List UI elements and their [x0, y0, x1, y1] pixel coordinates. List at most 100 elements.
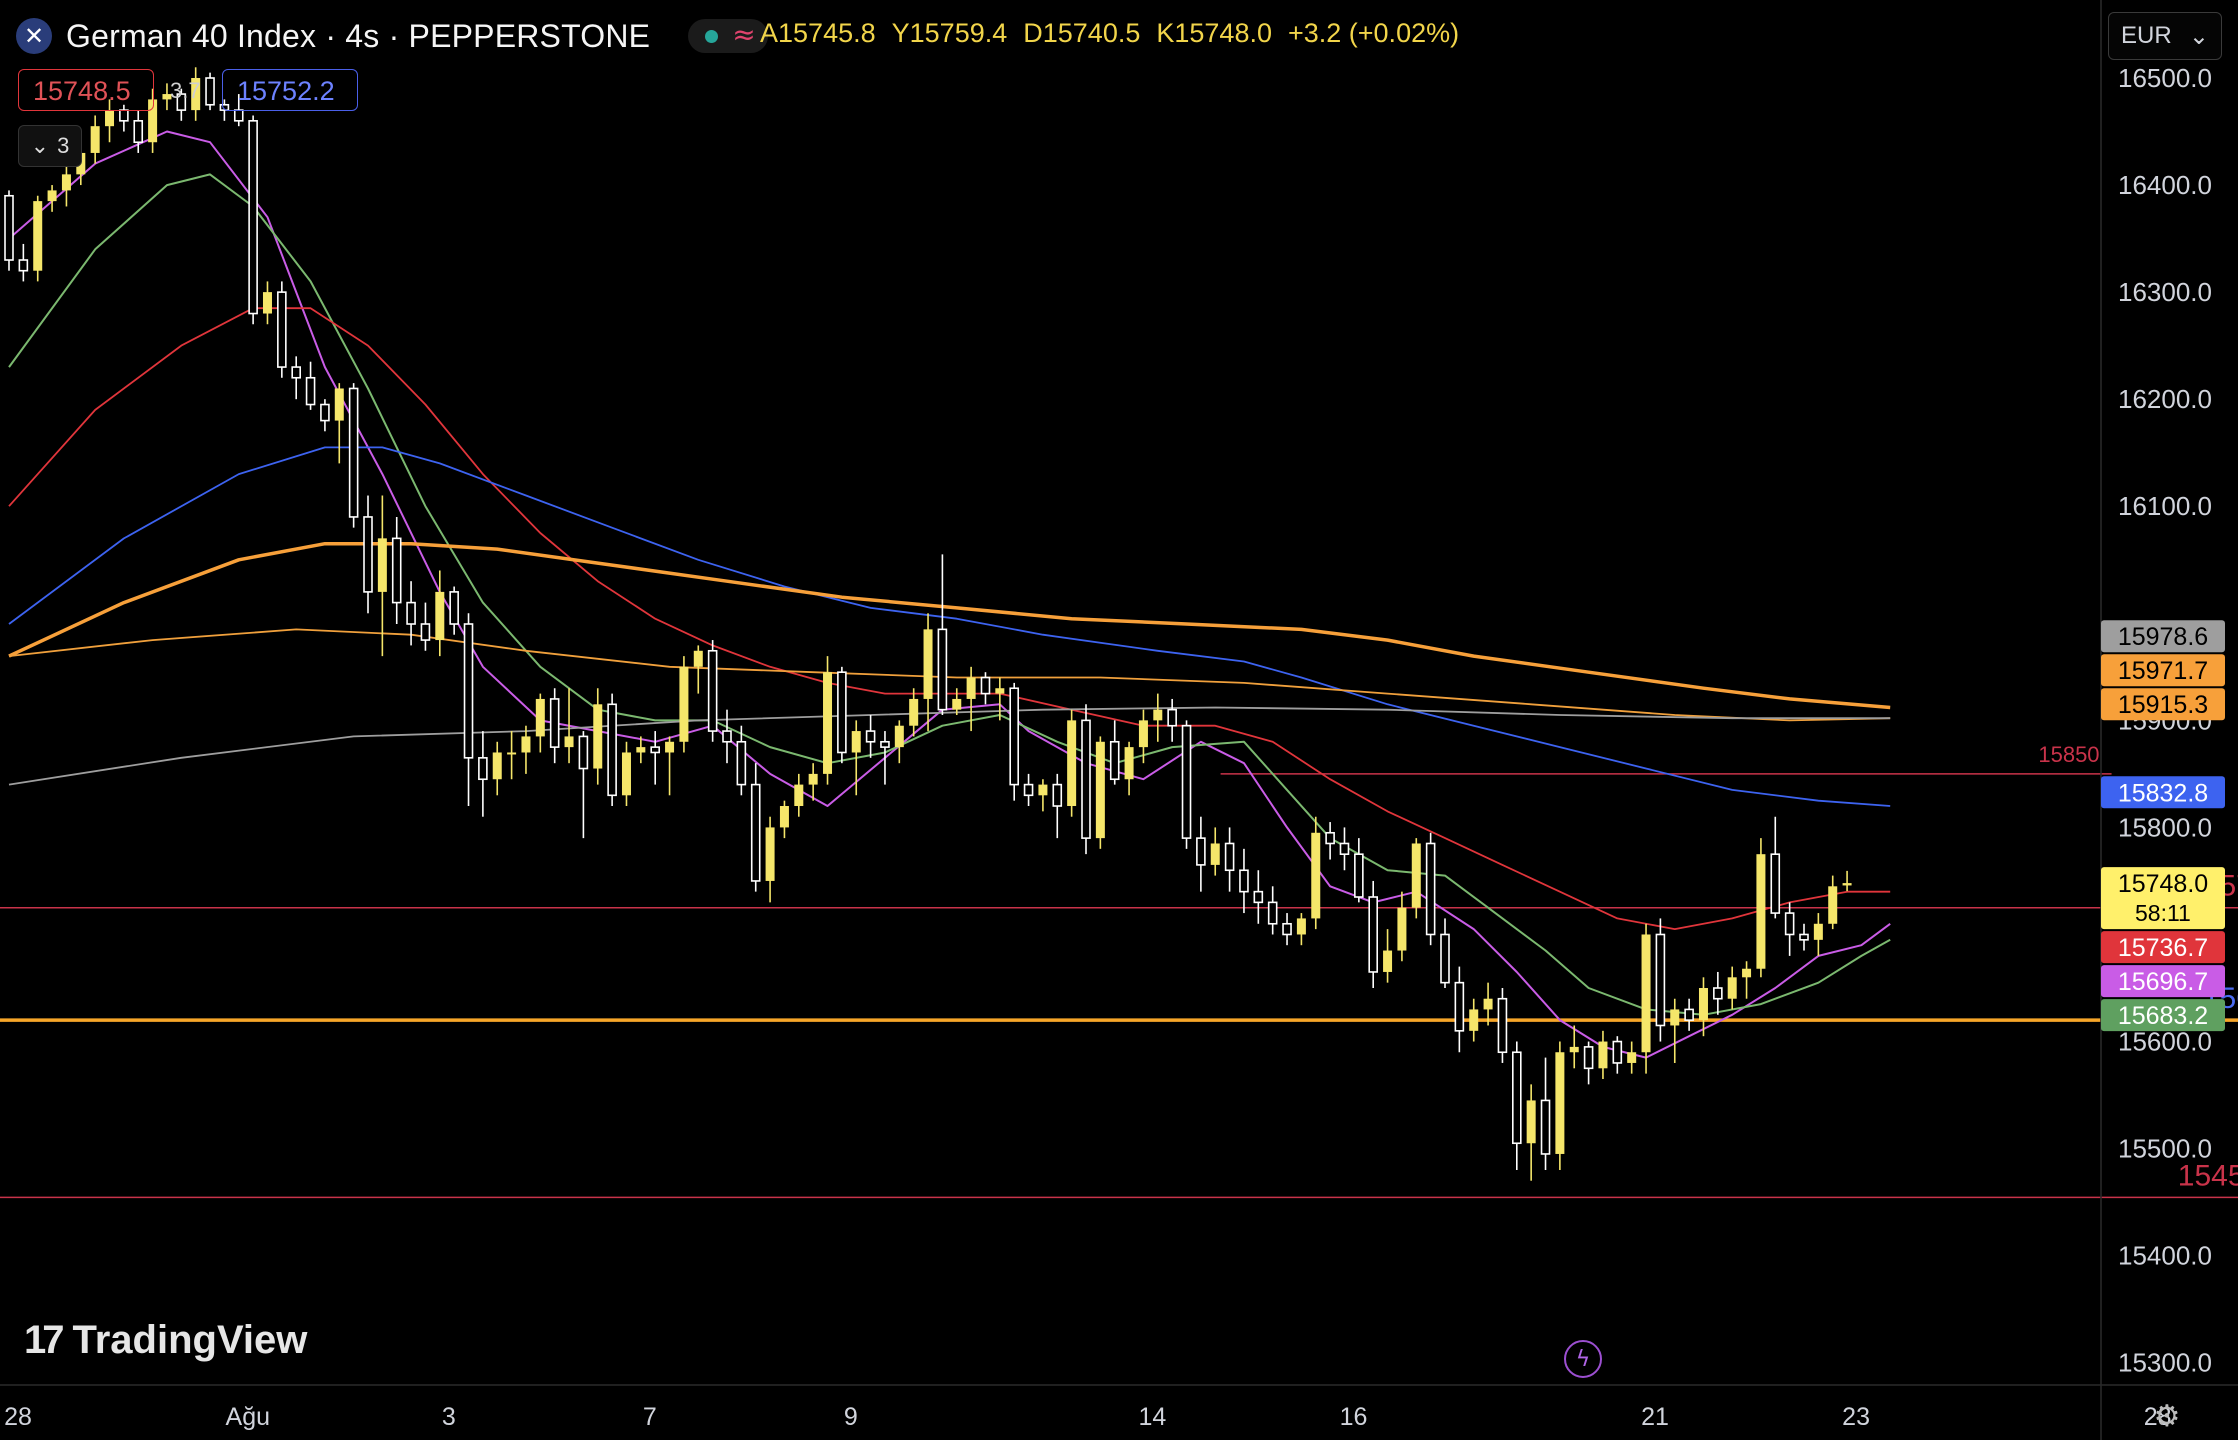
countdown-label: 58:11: [2135, 900, 2191, 926]
candle-body: [148, 99, 158, 143]
candle-body: [1526, 1100, 1536, 1144]
candle-body: [1641, 934, 1651, 1053]
candle-body: [564, 736, 574, 748]
candle-body: [1038, 784, 1048, 796]
price-badge: [2101, 620, 2225, 653]
candle-body: [535, 698, 545, 737]
candle-body: [191, 78, 201, 111]
candle-body: [1239, 869, 1249, 893]
candle-body: [1167, 708, 1177, 727]
candle-body: [47, 190, 57, 202]
candle-body: [1512, 1051, 1522, 1145]
candle-body: [1684, 1008, 1694, 1021]
currency-select[interactable]: EUR ⌄: [2108, 12, 2222, 60]
time-tick-label: 3: [442, 1403, 456, 1431]
candle-body: [1095, 741, 1105, 839]
chevron-down-icon: ⌄: [30, 133, 50, 158]
price-badge: [2101, 965, 2225, 998]
time-tick-label: 16: [1340, 1403, 1368, 1431]
candle-body: [1109, 740, 1120, 781]
wave-icon: ≈: [732, 18, 756, 51]
price-badge-label: 15971.7: [2118, 657, 2208, 685]
candle-body: [1153, 709, 1163, 721]
candle-body: [1023, 783, 1034, 797]
price-badge-label: 15748.0: [2118, 870, 2208, 898]
candle-body: [909, 698, 919, 726]
candle-body: [449, 591, 459, 625]
candle-body: [966, 677, 976, 699]
ohlc-readout: A15745.8 Y15759.4 D15740.5 K15748.0 +3.2…: [760, 18, 1459, 49]
candle-body: [1411, 843, 1421, 908]
ohlc-change: +3.2 (+0.02%): [1287, 18, 1460, 48]
ohlc-open: A15745.8: [760, 18, 876, 48]
price-badge: [2101, 654, 2225, 687]
candle-body: [176, 93, 187, 111]
candle-body: [391, 537, 402, 604]
candle-body: [61, 174, 71, 191]
candle-body: [621, 752, 631, 796]
price-tick-label: 15400.0: [2118, 1241, 2212, 1271]
price-badge-label: 15736.7: [2118, 934, 2208, 962]
candle-body: [507, 752, 517, 755]
candle-body: [1813, 923, 1823, 940]
candle-body: [837, 671, 847, 754]
candle-body: [478, 757, 488, 781]
candle-body: [334, 388, 344, 421]
candle-body: [90, 126, 100, 153]
candle-body: [1727, 977, 1737, 999]
candle-body: [1339, 842, 1350, 855]
candle-body: [1713, 987, 1723, 1000]
sell-price-button[interactable]: 15748.5: [18, 69, 154, 111]
candle-body: [1325, 831, 1335, 845]
candle-body: [636, 747, 646, 753]
market-status-pill[interactable]: ≈: [688, 18, 769, 53]
candle-body: [1698, 988, 1708, 1021]
candle-body: [1655, 933, 1666, 1027]
price-tick-label: 16300.0: [2118, 277, 2212, 307]
candle-body: [463, 623, 474, 759]
candle-body: [1296, 918, 1306, 935]
candle-body: [549, 698, 560, 748]
candle-body: [205, 77, 215, 106]
candle-body: [105, 110, 115, 127]
candle-body: [1282, 922, 1292, 936]
candle-body: [1799, 933, 1809, 941]
candle-body: [305, 376, 316, 406]
lightning-icon[interactable]: ϟ: [1564, 1340, 1602, 1378]
time-tick-label: 28: [2144, 1403, 2172, 1431]
candle-body: [1124, 747, 1134, 780]
chart-header: ✕ German 40 Index · 4s · PEPPERSTONE ≈: [16, 14, 769, 58]
candle-body: [1540, 1099, 1551, 1155]
candle-body: [650, 746, 661, 754]
price-badge-label: 15696.7: [2118, 968, 2208, 996]
buy-price-button[interactable]: 15752.2: [222, 69, 358, 111]
x-close-icon[interactable]: ✕: [16, 18, 52, 54]
time-tick-label: 21: [1641, 1403, 1669, 1431]
logo-text: TradingView: [72, 1318, 308, 1362]
candle-body: [593, 704, 603, 769]
candle-body: [1009, 687, 1020, 786]
candle-body: [1081, 719, 1091, 839]
indicators-collapse-button[interactable]: ⌄ 3: [18, 125, 82, 167]
gear-icon[interactable]: ⚙: [2153, 1398, 2181, 1434]
candle-body: [1784, 912, 1795, 936]
candle-body: [1770, 853, 1781, 914]
candle-body: [765, 827, 775, 881]
candle-body: [1181, 724, 1192, 839]
symbol-title[interactable]: German 40 Index · 4s · PEPPERSTONE: [66, 17, 651, 54]
price-tick-label: 15300.0: [2118, 1348, 2212, 1378]
candle-body: [1067, 720, 1077, 807]
candle-body: [1425, 842, 1436, 936]
candle-body: [1311, 832, 1321, 919]
candle-body: [665, 741, 675, 753]
price-badge: [2101, 688, 2225, 721]
price-tick-label: 16100.0: [2118, 491, 2212, 521]
price-tick-label: 16500.0: [2118, 63, 2212, 93]
candle-body: [521, 736, 531, 753]
time-tick-label: 23: [1842, 1403, 1870, 1431]
candle-body: [420, 623, 431, 641]
time-tick-label: 28: [4, 1403, 32, 1431]
candle-body: [1483, 998, 1493, 1010]
indicator-count: 3: [57, 133, 70, 158]
